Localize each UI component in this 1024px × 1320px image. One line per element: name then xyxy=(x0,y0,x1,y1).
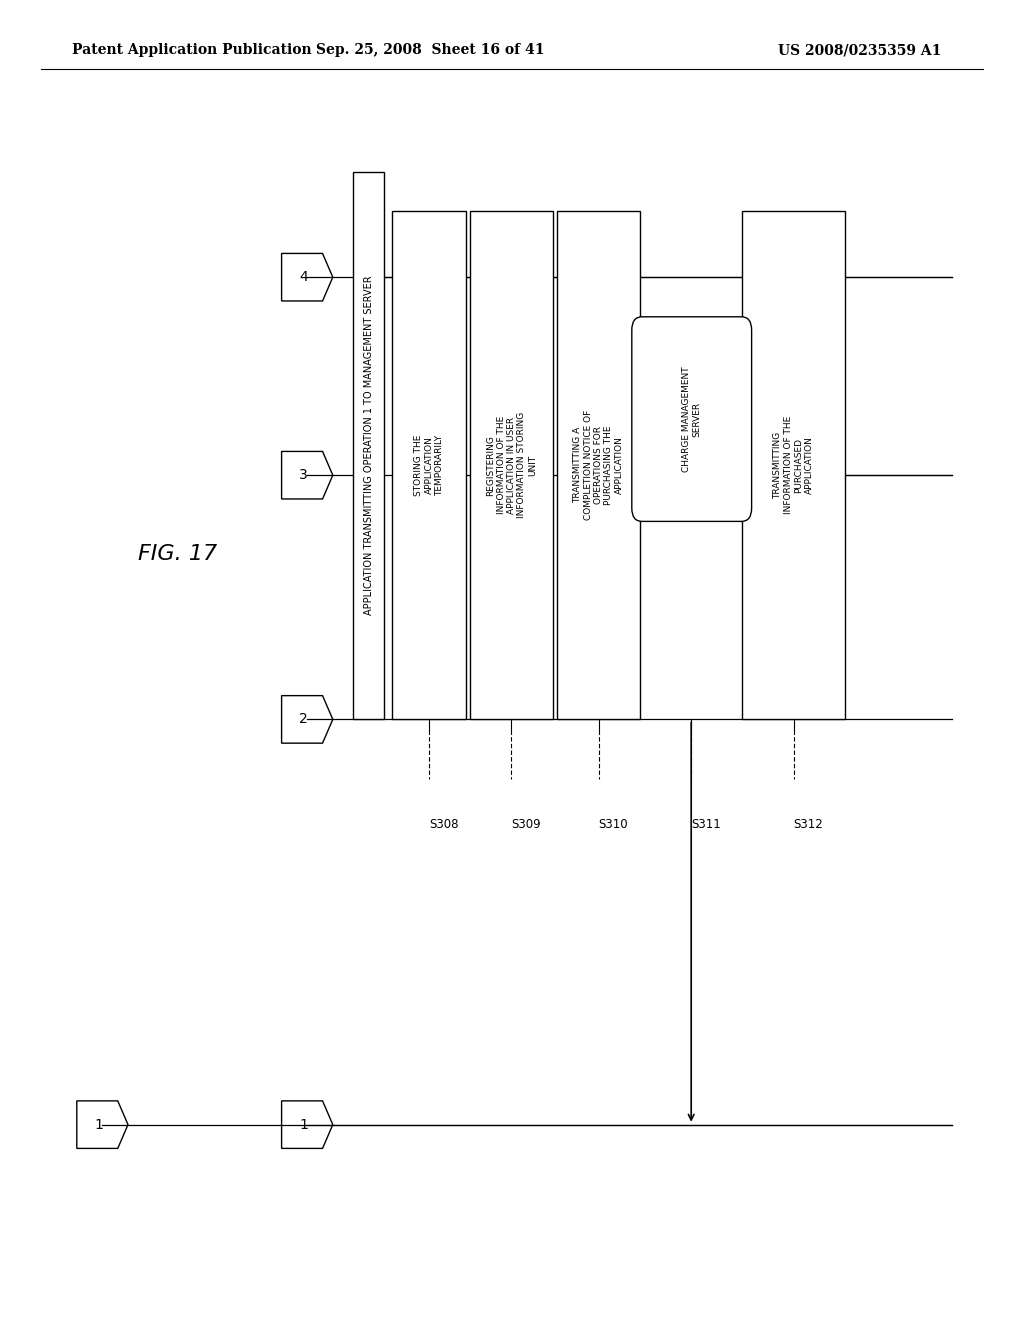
Text: 2: 2 xyxy=(299,713,308,726)
Text: S308: S308 xyxy=(429,818,459,832)
Text: 1: 1 xyxy=(94,1118,103,1131)
FancyBboxPatch shape xyxy=(742,211,845,719)
Text: REGISTERING
INFORMATION OF THE
APPLICATION IN USER
INFORMATION STORING
UNIT: REGISTERING INFORMATION OF THE APPLICATI… xyxy=(486,412,537,519)
FancyBboxPatch shape xyxy=(557,211,640,719)
Text: TRANSMITTING A
COMPLETION NOTICE OF
OPERATIONS FOR
PURCHASING THE
APPLICATION: TRANSMITTING A COMPLETION NOTICE OF OPER… xyxy=(573,411,624,520)
Text: 1: 1 xyxy=(299,1118,308,1131)
Text: S311: S311 xyxy=(691,818,721,832)
Text: 3: 3 xyxy=(299,469,308,482)
Text: APPLICATION TRANSMITTING OPERATION 1 TO MANAGEMENT SERVER: APPLICATION TRANSMITTING OPERATION 1 TO … xyxy=(364,276,374,615)
Text: Patent Application Publication: Patent Application Publication xyxy=(72,44,311,57)
Text: S310: S310 xyxy=(598,818,628,832)
Text: S312: S312 xyxy=(794,818,823,832)
Text: CHARGE MANAGEMENT
SERVER: CHARGE MANAGEMENT SERVER xyxy=(682,366,701,473)
Text: STORING THE
APPLICATION
TEMPORARILY: STORING THE APPLICATION TEMPORARILY xyxy=(414,434,444,496)
Text: S309: S309 xyxy=(512,818,541,832)
Text: FIG. 17: FIG. 17 xyxy=(138,544,217,565)
FancyBboxPatch shape xyxy=(632,317,752,521)
Text: 4: 4 xyxy=(299,271,308,284)
FancyBboxPatch shape xyxy=(353,172,384,719)
FancyBboxPatch shape xyxy=(470,211,553,719)
Text: US 2008/0235359 A1: US 2008/0235359 A1 xyxy=(778,44,942,57)
Text: Sep. 25, 2008  Sheet 16 of 41: Sep. 25, 2008 Sheet 16 of 41 xyxy=(315,44,545,57)
FancyBboxPatch shape xyxy=(392,211,466,719)
Text: TRANSMITTING
INFORMATION OF THE
PURCHASED
APPLICATION: TRANSMITTING INFORMATION OF THE PURCHASE… xyxy=(773,416,814,515)
